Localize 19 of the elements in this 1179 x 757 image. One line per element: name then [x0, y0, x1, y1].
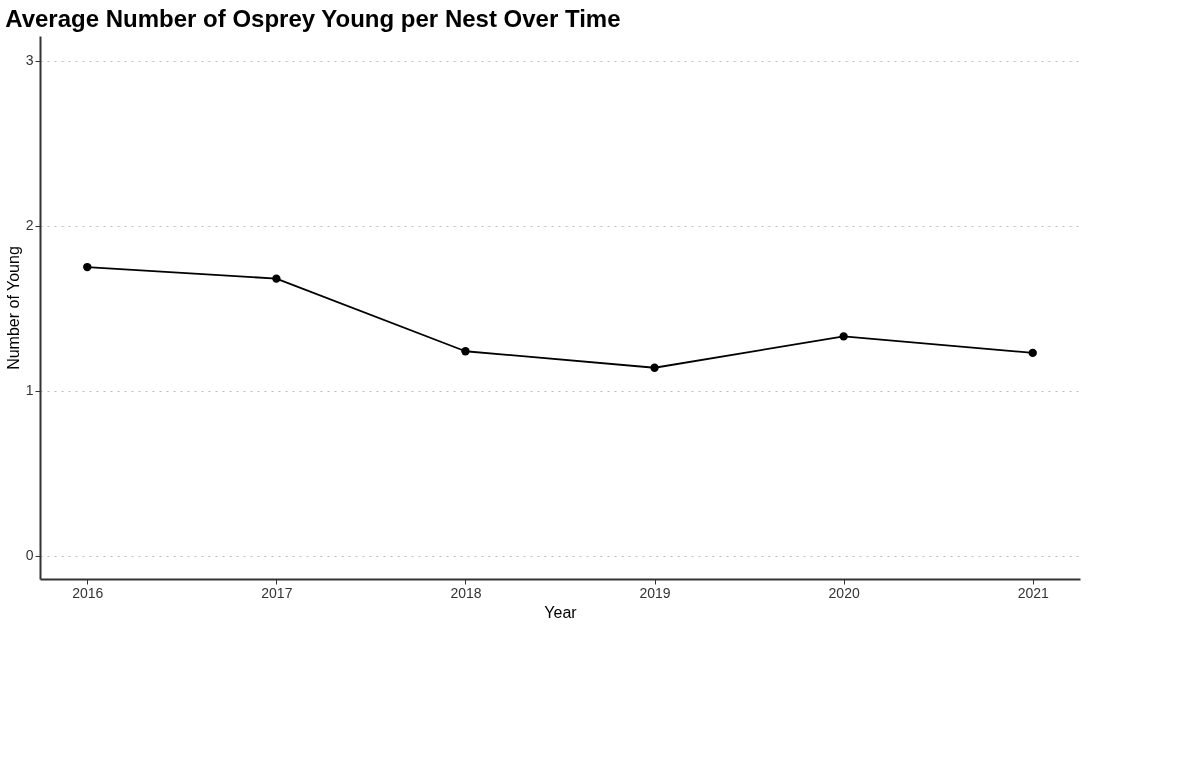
x-tick-label: 2021: [1017, 584, 1050, 601]
point: [839, 332, 848, 341]
y-tick-label: 1: [25, 382, 34, 399]
y-tick-label: 0: [25, 547, 34, 564]
chart-title: Average Number of Osprey Young per Nest Over Time: [5, 5, 621, 32]
point: [650, 363, 659, 372]
x-tick-label: 2019: [639, 584, 671, 601]
x-tick-label: 2020: [828, 584, 860, 601]
y-tick-label: 3: [25, 52, 34, 69]
x-tick-label: 2016: [72, 584, 104, 601]
y-axis-title: Number of Young: [4, 246, 22, 370]
point: [83, 262, 92, 272]
point: [461, 347, 470, 356]
y-tick-label: 2: [25, 217, 34, 234]
x-tick-label: 2017: [261, 584, 293, 601]
x-axis-title: Year: [544, 603, 578, 621]
point: [272, 274, 281, 283]
point: [1028, 348, 1037, 358]
x-tick-label: 2018: [450, 584, 482, 601]
